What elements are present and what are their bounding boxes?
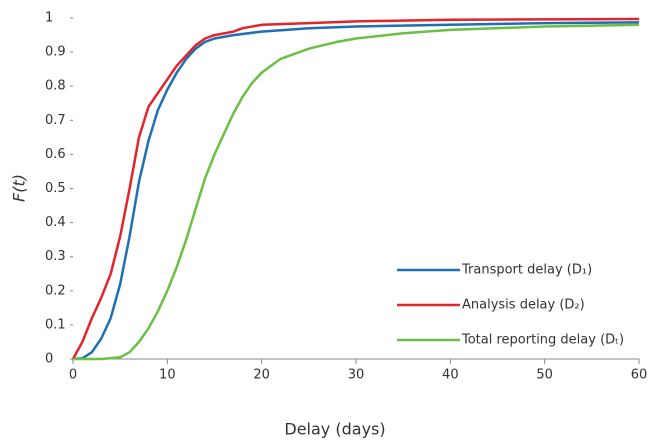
x-axis-label: Delay (days) (284, 420, 385, 439)
legend-label: Analysis delay (D₂) (462, 298, 585, 313)
y-tick-label: 0.9 (45, 45, 66, 60)
y-tick-label: 0.5 (45, 181, 66, 196)
y-tick-label: 0 (45, 352, 53, 367)
legend-label: Transport delay (D₁) (461, 263, 592, 278)
y-tick-label: 0.7 (45, 113, 66, 128)
y-axis-label: F(t) (10, 174, 29, 202)
y-tick-label: 0.3 (45, 249, 66, 264)
x-tick-label: 40 (442, 368, 459, 383)
y-tick-label: 0.1 (45, 317, 66, 332)
x-tick-label: 10 (159, 368, 176, 383)
y-tick-label: 1 (45, 11, 53, 26)
x-tick-label: 20 (253, 368, 270, 383)
line-series (72, 21, 640, 361)
y-tick-label: 0.8 (45, 79, 66, 94)
y-tick-label: 0.6 (45, 147, 66, 162)
x-tick-label: 60 (631, 368, 648, 383)
line-series (71, 17, 640, 360)
x-tick-label: 50 (536, 368, 553, 383)
y-tick-label: 0.2 (45, 283, 66, 298)
legend-label: Total reporting delay (Dₜ) (461, 333, 624, 348)
x-tick-label: 0 (69, 368, 77, 383)
y-tick-label: 0.4 (45, 215, 66, 230)
x-tick-label: 30 (348, 368, 365, 383)
line-series (73, 23, 640, 361)
